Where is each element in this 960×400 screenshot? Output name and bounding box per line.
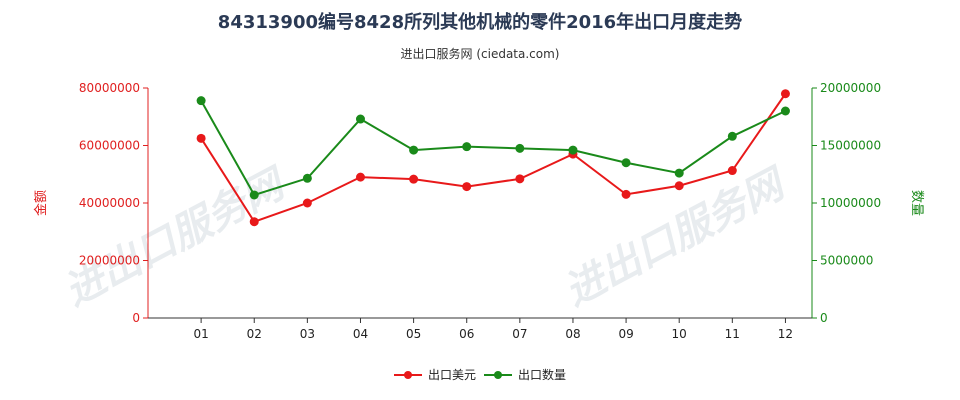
right-tick-label: 20000000	[820, 81, 881, 95]
series-1-point-11	[727, 166, 737, 176]
legend: 出口美元 出口数量	[394, 367, 566, 382]
x-tick-label: 07	[512, 327, 527, 341]
x-tick-label: 03	[300, 327, 315, 341]
chart-title: 84313900编号8428所列其他机械的零件2016年出口月度走势	[218, 11, 742, 33]
series-1-point-01	[196, 133, 206, 143]
right-tick-label: 15000000	[820, 139, 881, 153]
series-2-point-03	[302, 173, 312, 183]
chart-subtitle: 进出口服务网 (ciedata.com)	[401, 46, 560, 61]
series-2-point-10	[674, 168, 684, 178]
legend-label-2: 出口数量	[518, 367, 566, 382]
x-tick-label: 12	[778, 327, 793, 341]
x-tick-label: 08	[565, 327, 580, 341]
left-tick-label: 60000000	[79, 139, 140, 153]
x-tick-label: 10	[672, 327, 687, 341]
right-tick-label: 5000000	[820, 254, 873, 268]
x-tick-label: 11	[725, 327, 740, 341]
watermark-text-1: 进出口服务网	[57, 159, 296, 315]
series-2-point-08	[568, 145, 578, 155]
series-2-point-09	[621, 158, 631, 168]
series-layer	[196, 89, 790, 227]
right-tick-label: 10000000	[820, 196, 881, 210]
series-2-point-01	[196, 96, 206, 106]
series-2-point-12	[780, 106, 790, 116]
series-1-point-12	[780, 89, 790, 99]
x-tick-label: 06	[459, 327, 474, 341]
left-tick-label: 0	[132, 311, 140, 325]
series-1-point-09	[621, 189, 631, 199]
right-tick-label: 0	[820, 311, 828, 325]
axes: 0 20000000 40000000 60000000 80000000 0 500000…	[33, 81, 924, 341]
left-tick-label: 20000000	[79, 254, 140, 268]
x-tick-label: 01	[193, 327, 208, 341]
series-2-point-02	[249, 190, 259, 200]
series-2-point-06	[462, 142, 472, 152]
left-tick-label: 40000000	[79, 196, 140, 210]
x-tick-label: 04	[353, 327, 368, 341]
left-tick-label: 80000000	[79, 81, 140, 95]
legend-marker-1	[404, 371, 412, 379]
series-1-point-05	[409, 174, 419, 184]
left-axis-title: 金额	[33, 190, 49, 216]
series-1-point-02	[249, 217, 259, 227]
x-tick-label: 09	[618, 327, 633, 341]
series-1-point-06	[462, 182, 472, 192]
series-2-point-04	[355, 114, 365, 124]
series-line-1	[200, 93, 787, 223]
watermark-layer: 进出口服务网 进出口服务网	[57, 159, 796, 315]
series-1-point-10	[674, 181, 684, 191]
legend-marker-2	[494, 371, 502, 379]
legend-label-1: 出口美元	[428, 368, 476, 382]
series-2-point-05	[409, 145, 419, 155]
x-tick-label: 05	[406, 327, 421, 341]
series-1-point-04	[355, 172, 365, 182]
x-tick-label: 02	[247, 327, 262, 341]
series-line-2	[200, 100, 786, 197]
series-2-point-07	[515, 143, 525, 153]
series-2-point-11	[727, 131, 737, 141]
series-1-point-03	[302, 198, 312, 208]
series-1-point-07	[515, 174, 525, 184]
right-axis-title: 数量	[909, 190, 924, 216]
